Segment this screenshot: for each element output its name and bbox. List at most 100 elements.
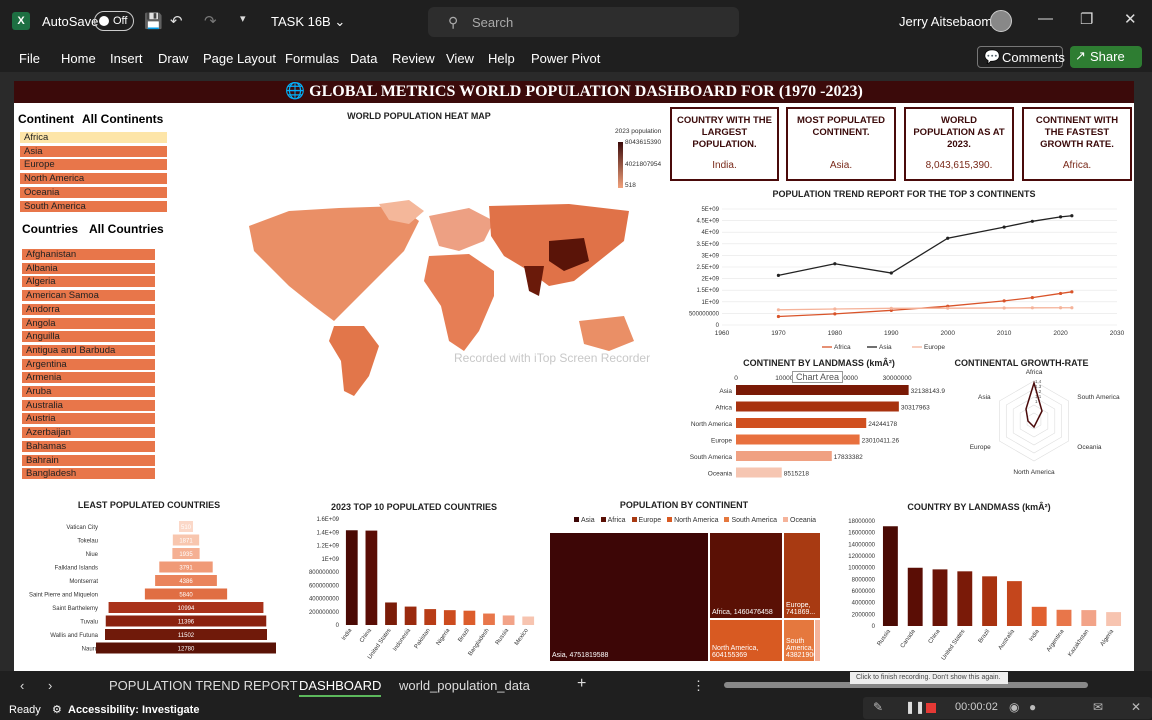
camera-icon[interactable]: ◉ — [1009, 700, 1020, 714]
data-point — [946, 236, 950, 240]
treemap-south-america[interactable]: South America, 438219009 — [784, 620, 814, 661]
continent-landmass-chart[interactable]: 0 10000000 20000000 30000000 Asia 32138143.9 A… — [670, 369, 950, 489]
redo-icon[interactable]: ↷ — [204, 13, 217, 30]
country-item[interactable]: Azerbaijan — [22, 427, 155, 439]
data-point — [776, 273, 781, 277]
funnel-bar — [172, 548, 200, 559]
y-tick-label: 4000000 — [852, 601, 876, 607]
accessibility-status[interactable]: Accessibility: Investigate — [68, 704, 200, 716]
customize-icon[interactable]: ▾ — [240, 13, 246, 25]
excel-logo-icon: X — [12, 12, 30, 30]
funnel-bar — [105, 629, 267, 640]
country-item[interactable]: Andorra — [22, 303, 155, 315]
menu-view[interactable]: View — [446, 51, 474, 66]
country-item[interactable]: American Samoa — [22, 290, 155, 302]
menu-insert[interactable]: Insert — [110, 51, 143, 66]
menu-draw[interactable]: Draw — [158, 51, 189, 66]
continent-item-south-america[interactable]: South America — [20, 201, 167, 212]
top10-populated-chart[interactable]: 0 200000000 400000000 600000000 800000000 1E+… — [286, 511, 544, 671]
country-item[interactable]: Albania — [22, 262, 155, 274]
add-sheet-icon[interactable]: + — [577, 675, 587, 692]
menu-review[interactable]: Review — [392, 51, 435, 66]
stop-icon[interactable] — [926, 703, 936, 713]
radar-axis-label: Asia — [978, 394, 991, 401]
prev-sheet-icon[interactable]: ‹ — [20, 678, 25, 693]
menu-power-pivot[interactable]: Power Pivot — [531, 51, 601, 66]
country-item[interactable]: Austria — [22, 413, 155, 425]
data-point — [1002, 225, 1006, 229]
menu-file[interactable]: File — [19, 51, 40, 66]
chat-icon[interactable]: ✉ — [1093, 700, 1104, 714]
menu-formulas[interactable]: Formulas — [285, 51, 340, 66]
continent-item-asia[interactable]: Asia — [20, 146, 167, 157]
pause-icon[interactable]: ❚❚ — [905, 700, 926, 714]
population-trend-chart[interactable]: 0 500000000 1E+09 1.5E+09 2E+09 2.5E+09 3E+09 3… — [672, 201, 1132, 351]
treemap-europe[interactable]: Europe, 741869... — [784, 533, 820, 618]
south-america-shape — [329, 326, 379, 396]
tab-population-trend-report[interactable]: POPULATION TREND REPORT — [109, 678, 298, 693]
country-item[interactable]: Bahamas — [22, 440, 155, 452]
continent-item-africa[interactable]: Africa — [20, 132, 167, 143]
category-label: Tokelau — [77, 539, 98, 545]
treemap-oceania[interactable] — [815, 620, 820, 661]
autosave-label: AutoSave — [42, 14, 99, 29]
country-item[interactable]: Aruba — [22, 386, 155, 397]
continent-slicer-all[interactable]: All Continents — [82, 112, 164, 126]
treemap-africa[interactable]: Africa, 1460476458 — [710, 533, 782, 618]
menu-data[interactable]: Data — [350, 51, 378, 66]
population-treemap[interactable]: Asia, 4751819588 Africa, 1460476458 Euro… — [550, 533, 820, 661]
vertical-scrollbar[interactable] — [1134, 81, 1152, 671]
undo-icon[interactable]: ↶ — [170, 13, 183, 30]
user-name[interactable]: Jerry Aitsebaomo — [899, 14, 1000, 29]
mic-icon[interactable]: ● — [1029, 700, 1037, 714]
country-slicer-all[interactable]: All Countries — [89, 222, 164, 236]
bar — [522, 616, 535, 625]
ribbon-tabs: File Home Insert Draw Page Layout Formul… — [0, 44, 1152, 72]
menu-page-layout[interactable]: Page Layout — [203, 51, 277, 66]
menu-help[interactable]: Help — [488, 51, 515, 66]
least-populated-chart[interactable]: Vatican City 510 Tokelau 1871 Niue 1935 Falkla… — [20, 513, 282, 668]
menu-home[interactable]: Home — [61, 51, 96, 66]
growth-rate-radar[interactable]: Africa South America Oceania North America E… — [954, 369, 1129, 489]
heatmap-legend-bar — [618, 142, 623, 188]
search-input[interactable]: ⚲ Search — [428, 7, 739, 37]
tab-dashboard[interactable]: DASHBOARD — [299, 678, 382, 697]
more-options-icon[interactable]: ⋮ — [692, 678, 705, 693]
save-icon[interactable]: 💾 — [144, 13, 163, 30]
bar — [345, 530, 358, 625]
country-item[interactable]: Argentina — [22, 358, 155, 370]
country-item[interactable]: Armenia — [22, 372, 155, 384]
pen-icon[interactable]: ✎ — [873, 700, 884, 714]
file-name[interactable]: TASK 16B ⌄ — [271, 14, 346, 29]
country-item[interactable]: Afghanistan — [22, 249, 155, 260]
minimize-icon[interactable]: — — [1038, 10, 1053, 27]
world-heat-map[interactable] — [229, 196, 659, 401]
recorder-close-icon[interactable]: ✕ — [1131, 700, 1142, 714]
country-landmass-chart[interactable]: 0 2000000 4000000 6000000 8000000 10000000 120… — [826, 513, 1131, 668]
tab-world-population-data[interactable]: world_population_data — [399, 678, 530, 693]
share-button[interactable]: ↗ Share — [1070, 46, 1142, 68]
country-item[interactable]: Angola — [22, 317, 155, 329]
continent-item-europe[interactable]: Europe — [20, 159, 167, 170]
treemap-asia[interactable]: Asia, 4751819588 — [550, 533, 708, 661]
horizontal-scrollbar[interactable] — [724, 682, 1088, 688]
avatar[interactable] — [990, 10, 1012, 32]
comments-button[interactable]: 💬 Comments — [977, 46, 1065, 68]
landmass-chart-title: CONTINENT BY LANDMASS (kmÂ²) — [743, 358, 895, 368]
next-sheet-icon[interactable]: › — [48, 678, 53, 693]
continent-item-north-america[interactable]: North America — [20, 173, 167, 184]
country-item[interactable]: Australia — [22, 399, 155, 411]
restore-icon[interactable]: ❐ — [1080, 11, 1094, 28]
country-item[interactable]: Bahrain — [22, 454, 155, 466]
continent-item-oceania[interactable]: Oceania — [20, 187, 167, 198]
country-item[interactable]: Bangladesh — [22, 468, 155, 480]
country-item[interactable]: Anguilla — [22, 331, 155, 343]
country-item[interactable]: Algeria — [22, 276, 155, 288]
bar — [1031, 606, 1047, 626]
x-tick-label: Bangladesh — [468, 628, 491, 657]
country-item[interactable]: Antigua and Barbuda — [22, 344, 155, 356]
autosave-toggle[interactable]: Off — [94, 11, 134, 31]
y-tick-label: 8000000 — [852, 577, 876, 583]
treemap-north-america[interactable]: North America, 604155369 — [710, 620, 782, 661]
close-icon[interactable]: ✕ — [1124, 11, 1137, 28]
